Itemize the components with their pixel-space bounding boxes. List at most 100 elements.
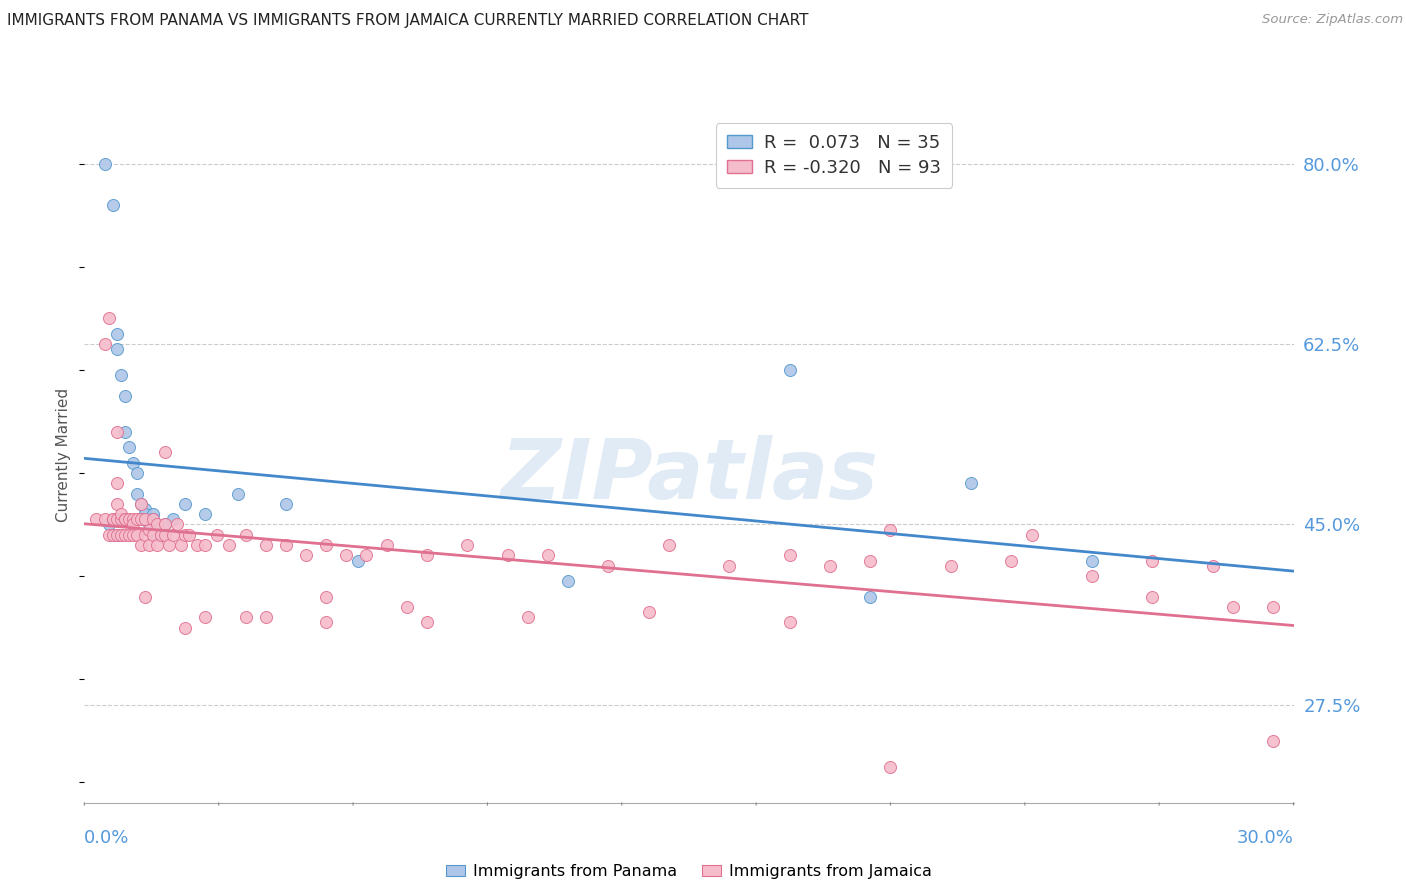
- Point: [194, 610, 217, 624]
- Point: [134, 507, 156, 521]
- Point: [134, 502, 156, 516]
- Point: [170, 538, 193, 552]
- Point: [153, 528, 176, 542]
- Point: [118, 512, 141, 526]
- Point: [416, 549, 439, 563]
- Point: [557, 574, 579, 589]
- Point: [162, 528, 184, 542]
- Point: [456, 538, 478, 552]
- Text: Source: ZipAtlas.com: Source: ZipAtlas.com: [1263, 13, 1403, 27]
- Point: [105, 476, 128, 491]
- Point: [114, 512, 136, 526]
- Point: [101, 512, 124, 526]
- Point: [598, 558, 620, 573]
- Point: [121, 512, 143, 526]
- Point: [105, 528, 128, 542]
- Point: [879, 523, 901, 537]
- Point: [1081, 553, 1104, 567]
- Point: [129, 538, 152, 552]
- Point: [105, 528, 128, 542]
- Point: [138, 517, 160, 532]
- Point: [315, 538, 337, 552]
- Point: [1142, 553, 1164, 567]
- Point: [110, 507, 132, 521]
- Point: [101, 512, 124, 526]
- Point: [114, 512, 136, 526]
- Point: [254, 610, 277, 624]
- Point: [637, 605, 659, 619]
- Point: [153, 517, 176, 532]
- Point: [105, 512, 128, 526]
- Point: [235, 528, 257, 542]
- Point: [142, 512, 165, 526]
- Point: [118, 440, 141, 454]
- Point: [125, 528, 148, 542]
- Point: [114, 425, 136, 439]
- Point: [315, 615, 337, 630]
- Point: [114, 528, 136, 542]
- Point: [125, 466, 148, 480]
- Point: [274, 538, 297, 552]
- Point: [1263, 734, 1285, 748]
- Point: [395, 599, 418, 614]
- Point: [779, 363, 801, 377]
- Point: [960, 476, 983, 491]
- Point: [254, 538, 277, 552]
- Point: [235, 610, 257, 624]
- Point: [93, 157, 115, 171]
- Text: IMMIGRANTS FROM PANAMA VS IMMIGRANTS FROM JAMAICA CURRENTLY MARRIED CORRELATION : IMMIGRANTS FROM PANAMA VS IMMIGRANTS FRO…: [7, 13, 808, 29]
- Point: [879, 760, 901, 774]
- Point: [105, 326, 128, 341]
- Point: [859, 590, 882, 604]
- Point: [194, 538, 217, 552]
- Point: [516, 610, 538, 624]
- Point: [86, 512, 108, 526]
- Point: [129, 512, 152, 526]
- Point: [1021, 528, 1043, 542]
- Point: [1202, 558, 1225, 573]
- Point: [939, 558, 962, 573]
- Point: [356, 549, 378, 563]
- Point: [125, 512, 148, 526]
- Point: [1263, 599, 1285, 614]
- Point: [129, 497, 152, 511]
- Point: [114, 389, 136, 403]
- Point: [146, 528, 169, 542]
- Point: [93, 512, 115, 526]
- Point: [226, 486, 249, 500]
- Point: [315, 590, 337, 604]
- Point: [149, 528, 172, 542]
- Point: [416, 615, 439, 630]
- Point: [105, 343, 128, 357]
- Point: [121, 517, 143, 532]
- Point: [859, 553, 882, 567]
- Y-axis label: Currently Married: Currently Married: [56, 388, 72, 522]
- Point: [496, 549, 519, 563]
- Point: [101, 198, 124, 212]
- Point: [174, 621, 197, 635]
- Point: [134, 528, 156, 542]
- Point: [658, 538, 681, 552]
- Point: [146, 538, 169, 552]
- Point: [134, 590, 156, 604]
- Point: [1081, 569, 1104, 583]
- Legend: Immigrants from Panama, Immigrants from Jamaica: Immigrants from Panama, Immigrants from …: [440, 857, 938, 885]
- Point: [347, 553, 370, 567]
- Point: [157, 538, 180, 552]
- Point: [818, 558, 841, 573]
- Point: [97, 517, 120, 532]
- Point: [162, 512, 184, 526]
- Point: [1142, 590, 1164, 604]
- Point: [110, 512, 132, 526]
- Point: [146, 517, 169, 532]
- Point: [335, 549, 357, 563]
- Text: ZIPatlas: ZIPatlas: [501, 435, 877, 516]
- Point: [93, 337, 115, 351]
- Point: [138, 512, 160, 526]
- Point: [218, 538, 240, 552]
- Point: [97, 311, 120, 326]
- Point: [174, 528, 197, 542]
- Point: [97, 528, 120, 542]
- Point: [1222, 599, 1244, 614]
- Point: [110, 528, 132, 542]
